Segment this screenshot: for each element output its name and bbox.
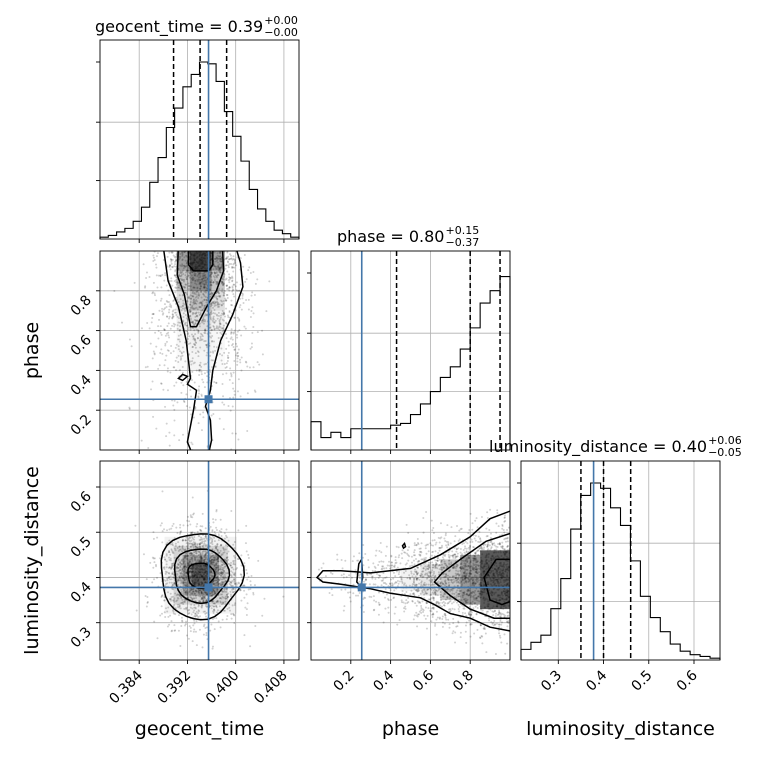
panel-title-phase: phase = 0.80 +0.15−0.37 <box>337 224 479 249</box>
density-cell-0 <box>189 251 212 271</box>
title-upper-error: +0.00 <box>264 14 298 27</box>
contour-1 <box>433 532 510 619</box>
density-cell-1 <box>176 251 190 271</box>
title-upper-error: +0.15 <box>445 224 479 237</box>
density-cell-15 <box>189 350 212 371</box>
title-main: geocent_time = 0.39 <box>95 17 263 37</box>
contour-3 <box>177 373 189 382</box>
truth-marker <box>357 583 366 592</box>
histogram-step <box>310 275 511 450</box>
x-axis-label-luminosity_distance: luminosity_distance <box>526 718 715 740</box>
density-cell-4 <box>176 270 190 291</box>
histogram-phase <box>307 250 511 454</box>
contour-2 <box>163 251 244 450</box>
density-cell-4 <box>400 568 421 592</box>
density-cell-13 <box>177 331 190 351</box>
density-cell-2 <box>211 251 225 271</box>
title-upper-error: +0.06 <box>708 434 742 447</box>
density-geocent_time-vs-phase <box>96 250 300 454</box>
contour-4 <box>401 541 407 550</box>
title-main: phase = 0.80 <box>337 227 444 246</box>
panel-border <box>310 250 511 451</box>
density-geocent_time-vs-luminosity_distance <box>96 460 300 664</box>
panel-border <box>99 460 300 661</box>
density-cell-9 <box>189 310 212 331</box>
density-cell-1 <box>460 554 481 605</box>
density-phase-vs-luminosity_distance <box>307 460 511 664</box>
title-main: luminosity_distance = 0.40 <box>489 437 707 457</box>
y-axis-label-phase: phase <box>21 322 43 379</box>
density-cell-0 <box>191 563 210 587</box>
density-cell-3 <box>189 270 212 291</box>
title-lower-error: −0.00 <box>264 26 298 39</box>
histogram-luminosity_distance <box>517 460 721 664</box>
x-axis-label-geocent_time: geocent_time <box>135 718 264 740</box>
contour-0 <box>483 558 510 606</box>
panel-border <box>99 250 300 451</box>
density-cell-11 <box>211 310 225 331</box>
histogram-geocent_time <box>96 39 300 243</box>
density-cell-12 <box>189 330 212 351</box>
y-axis-label-luminosity_distance: luminosity_distance <box>21 466 43 655</box>
contour-1 <box>176 251 225 328</box>
density-area <box>100 251 299 450</box>
contour-2 <box>160 533 246 621</box>
panel-border <box>99 39 300 240</box>
panel-border <box>310 460 511 661</box>
panel-title-geocent_time: geocent_time = 0.39 +0.00−0.00 <box>95 14 298 39</box>
density-cell-8 <box>211 290 225 311</box>
truth-marker <box>204 395 213 404</box>
contour-2 <box>315 510 510 632</box>
truth-marker <box>204 583 213 592</box>
title-lower-error: −0.37 <box>445 236 479 249</box>
panel-title-luminosity_distance: luminosity_distance = 0.40 +0.06−0.05 <box>489 434 742 459</box>
density-cell-2 <box>440 559 461 601</box>
x-axis-label-phase: phase <box>382 718 439 740</box>
title-lower-error: −0.05 <box>708 446 742 459</box>
density-cell-6 <box>189 290 212 311</box>
panel-border <box>520 460 721 661</box>
histogram-step <box>520 482 721 660</box>
contour-1 <box>173 548 231 605</box>
